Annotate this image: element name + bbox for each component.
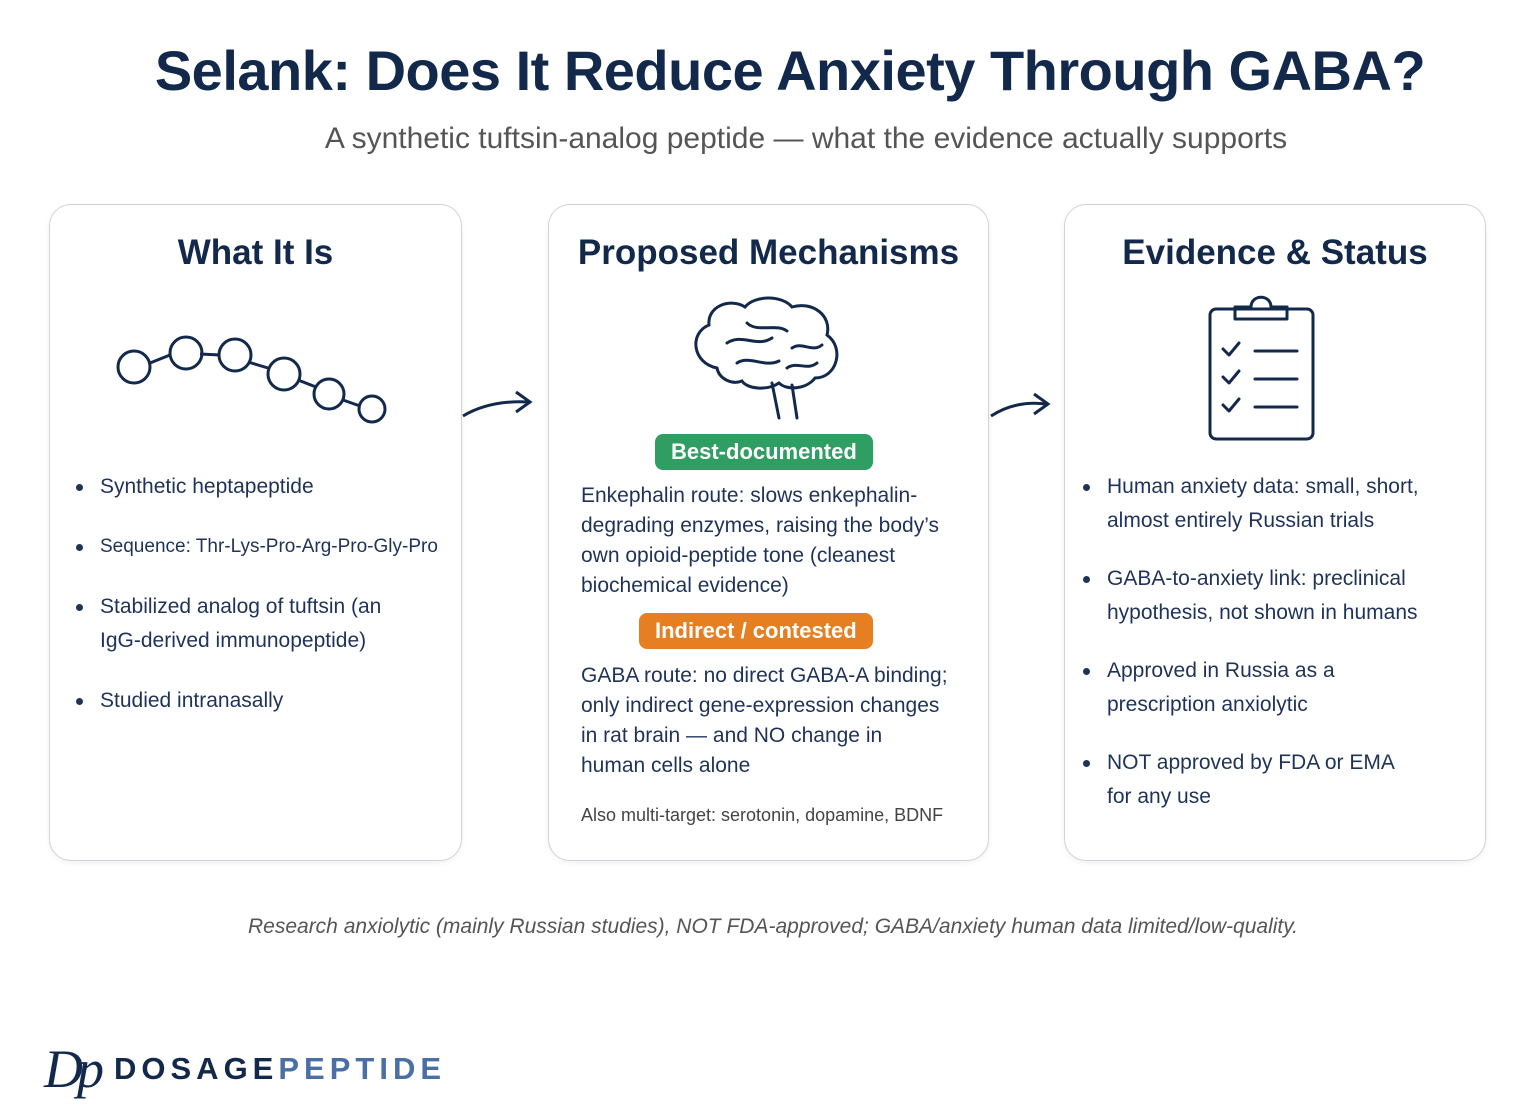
badge: Indirect / contested <box>639 613 873 649</box>
bullet: Synthetic heptapeptide <box>74 470 454 504</box>
clipboard-icon <box>1208 295 1315 441</box>
bullet: NOT approved by FDA or EMA for any use <box>1081 746 1407 814</box>
card: Proposed Mechanisms Best-documented Enke… <box>548 204 989 861</box>
footer-note: Research anxiolytic (mainly Russian stud… <box>247 915 1299 938</box>
card-title: Proposed Mechanisms <box>577 233 960 272</box>
bullet: Studied intranasally <box>74 684 454 718</box>
card-title: What It Is <box>177 233 334 272</box>
brand-name-light: PEPTIDE <box>278 1051 447 1086</box>
card: Evidence & Status Human anxiety data: sm… <box>1064 204 1486 861</box>
card-title: Evidence & Status <box>1122 233 1428 272</box>
card: What It Is Synthetic heptapeptide Sequen… <box>49 204 462 861</box>
bullet: Sequence: Thr-Lys-Pro-Arg-Pro-Gly-Pro <box>74 530 454 564</box>
title: Selank: Does It Reduce Anxiety Through G… <box>154 39 1426 102</box>
arrow <box>462 390 533 418</box>
brain-icon <box>694 296 839 420</box>
subtitle: A synthetic tuftsin-analog peptide — wha… <box>324 122 1288 155</box>
brand-mark: Dp <box>44 1039 104 1099</box>
brand: Dp DOSAGEPEPTIDE <box>44 1038 446 1100</box>
brand-name: DOSAGEPEPTIDE <box>114 1051 446 1087</box>
bullet-list: Synthetic heptapeptide Sequence: Thr-Lys… <box>74 470 454 718</box>
bullet: Human anxiety data: small, short, almost… <box>1081 470 1461 538</box>
note: Also multi-target: serotonin, dopamine, … <box>581 805 944 825</box>
bullet: Approved in Russia as a prescription anx… <box>1081 654 1387 722</box>
brand-name-dark: DOSAGE <box>114 1051 279 1086</box>
mechanism-text: GABA route: no direct GABA-A binding; on… <box>581 664 948 777</box>
bullet-list: Human anxiety data: small, short, almost… <box>1081 470 1461 814</box>
bullet: Stabilized analog of tuftsin (an IgG-der… <box>74 590 400 658</box>
peptide-icon <box>116 335 387 424</box>
badge: Best-documented <box>655 434 873 470</box>
bullet: GABA-to-anxiety link: preclinical hypoth… <box>1081 562 1461 630</box>
mechanism-text: Enkephalin route: slows enkephalin-degra… <box>581 484 939 597</box>
arrow <box>990 392 1051 418</box>
